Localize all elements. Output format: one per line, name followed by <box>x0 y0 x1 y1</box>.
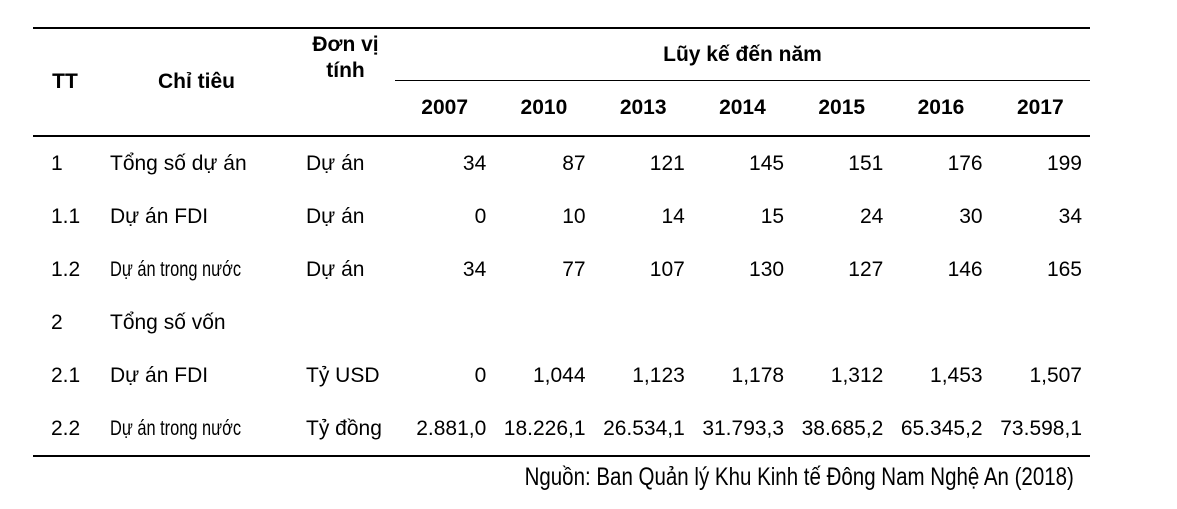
cell-value: 0 <box>474 204 487 228</box>
cell-value: 77 <box>562 257 586 281</box>
cell-value: 127 <box>848 257 884 281</box>
cell-label-text: Dự án trong nước <box>110 257 242 281</box>
table-header: TT Chỉ tiêu Đơn vị tính Lũy kế đến năm 2… <box>33 28 1090 136</box>
cell-value: 73.598,1 <box>1000 416 1082 440</box>
cell-label: Tổng số vốn <box>110 310 226 334</box>
cell-value: 26.534,1 <box>603 416 685 440</box>
cell-value <box>395 296 494 349</box>
cell-value <box>594 296 693 349</box>
cell-unit: Dự án <box>306 257 365 281</box>
cell-value: 1,507 <box>1029 363 1082 387</box>
cell-value <box>792 296 891 349</box>
year-header: 2010 <box>520 96 568 119</box>
cell-value: 1,453 <box>930 363 983 387</box>
cell-value: 24 <box>859 204 884 228</box>
cell-unit: Tỷ USD <box>306 363 380 387</box>
cell-value: 34 <box>462 151 487 175</box>
cell-label: Dự án trong nước <box>97 243 296 296</box>
cell-value: 1,178 <box>731 363 785 387</box>
year-header: 2015 <box>818 96 866 119</box>
cell-value: 38.685,2 <box>801 416 884 440</box>
cell-value <box>494 296 593 349</box>
header-row-years: 2007 2010 2013 2014 2015 2016 2017 <box>33 81 1090 137</box>
cell-value: 1,312 <box>830 363 884 387</box>
cell-value <box>891 296 990 349</box>
cell-value: 199 <box>1046 151 1082 175</box>
cell-value: 1,123 <box>632 363 685 387</box>
cell-value: 121 <box>649 151 685 175</box>
year-header: 2007 <box>421 96 468 119</box>
cell-value: 15 <box>760 204 785 228</box>
cell-value: 151 <box>848 151 884 175</box>
cell-value: 30 <box>959 204 983 228</box>
table-row: 2.2 Dự án trong nước Tỷ đồng 2.881,0 18.… <box>33 402 1090 456</box>
header-row-top: TT Chỉ tiêu Đơn vị tính Lũy kế đến năm <box>33 28 1090 93</box>
cell-tt: 2.1 <box>51 363 81 387</box>
cell-tt: 2 <box>51 310 63 334</box>
cell-value: 34 <box>1058 204 1082 228</box>
year-header: 2016 <box>917 96 965 119</box>
cell-unit: Dự án <box>306 151 365 175</box>
table-row: 2 Tổng số vốn <box>33 296 1090 349</box>
source-note: Nguồn: Ban Quản lý Khu Kinh tế Đông Nam … <box>33 462 1090 492</box>
table-row: 1.2 Dự án trong nước Dự án 34 77 107 130… <box>33 243 1090 296</box>
cell-label: Dự án FDI <box>110 363 209 387</box>
cell-tt: 2.2 <box>51 416 81 440</box>
column-header-chi-tieu: Chỉ tiêu <box>158 70 235 93</box>
cell-tt: 1 <box>51 151 63 175</box>
cell-value <box>693 296 792 349</box>
cell-value <box>991 296 1090 349</box>
cell-label: Dự án FDI <box>110 204 209 228</box>
cell-label: Tổng số dự án <box>110 151 247 175</box>
cell-value: 31.793,3 <box>702 416 785 440</box>
source-note-text: Nguồn: Ban Quản lý Khu Kinh tế Đông Nam … <box>524 463 1074 491</box>
cell-value: 18.226,1 <box>503 416 586 440</box>
cell-label: Dự án trong nước <box>97 402 296 456</box>
cell-value: 2.881,0 <box>416 416 487 440</box>
cell-value: 176 <box>947 151 983 175</box>
table-row: 1.1 Dự án FDI Dự án 0 10 14 15 24 30 34 <box>33 190 1090 243</box>
cell-value: 1,044 <box>532 363 586 387</box>
cell-unit: Tỷ đồng <box>306 416 382 440</box>
cell-label-text: Dự án trong nước <box>110 416 242 440</box>
cell-tt: 1.1 <box>51 204 81 228</box>
table-row: 1 Tổng số dự án Dự án 34 87 121 145 151 … <box>33 136 1090 190</box>
cell-tt: 1.2 <box>51 257 81 281</box>
cell-value: 0 <box>474 363 487 387</box>
column-header-don-vi-tinh: Đơn vị tính <box>312 33 379 82</box>
cell-value: 14 <box>661 204 685 228</box>
cell-value: 146 <box>947 257 983 281</box>
column-group-header-luy-ke: Lũy kế đến năm <box>395 28 1090 81</box>
cell-value: 87 <box>562 151 586 175</box>
year-header: 2013 <box>619 96 667 119</box>
cell-value: 65.345,2 <box>900 416 983 440</box>
cell-value: 130 <box>749 257 785 281</box>
cell-value: 107 <box>649 257 685 281</box>
cell-value: 165 <box>1046 257 1082 281</box>
cell-unit <box>296 296 395 349</box>
table-body: 1 Tổng số dự án Dự án 34 87 121 145 151 … <box>33 136 1090 456</box>
year-header: 2017 <box>1016 96 1064 119</box>
year-header: 2014 <box>719 96 766 119</box>
data-table: TT Chỉ tiêu Đơn vị tính Lũy kế đến năm 2… <box>33 27 1090 457</box>
column-header-tt: TT <box>52 70 78 93</box>
cell-value: 34 <box>462 257 487 281</box>
cell-value: 10 <box>562 204 586 228</box>
cell-value: 145 <box>749 151 785 175</box>
table-row: 2.1 Dự án FDI Tỷ USD 0 1,044 1,123 1,178… <box>33 349 1090 402</box>
cell-unit: Dự án <box>306 204 365 228</box>
